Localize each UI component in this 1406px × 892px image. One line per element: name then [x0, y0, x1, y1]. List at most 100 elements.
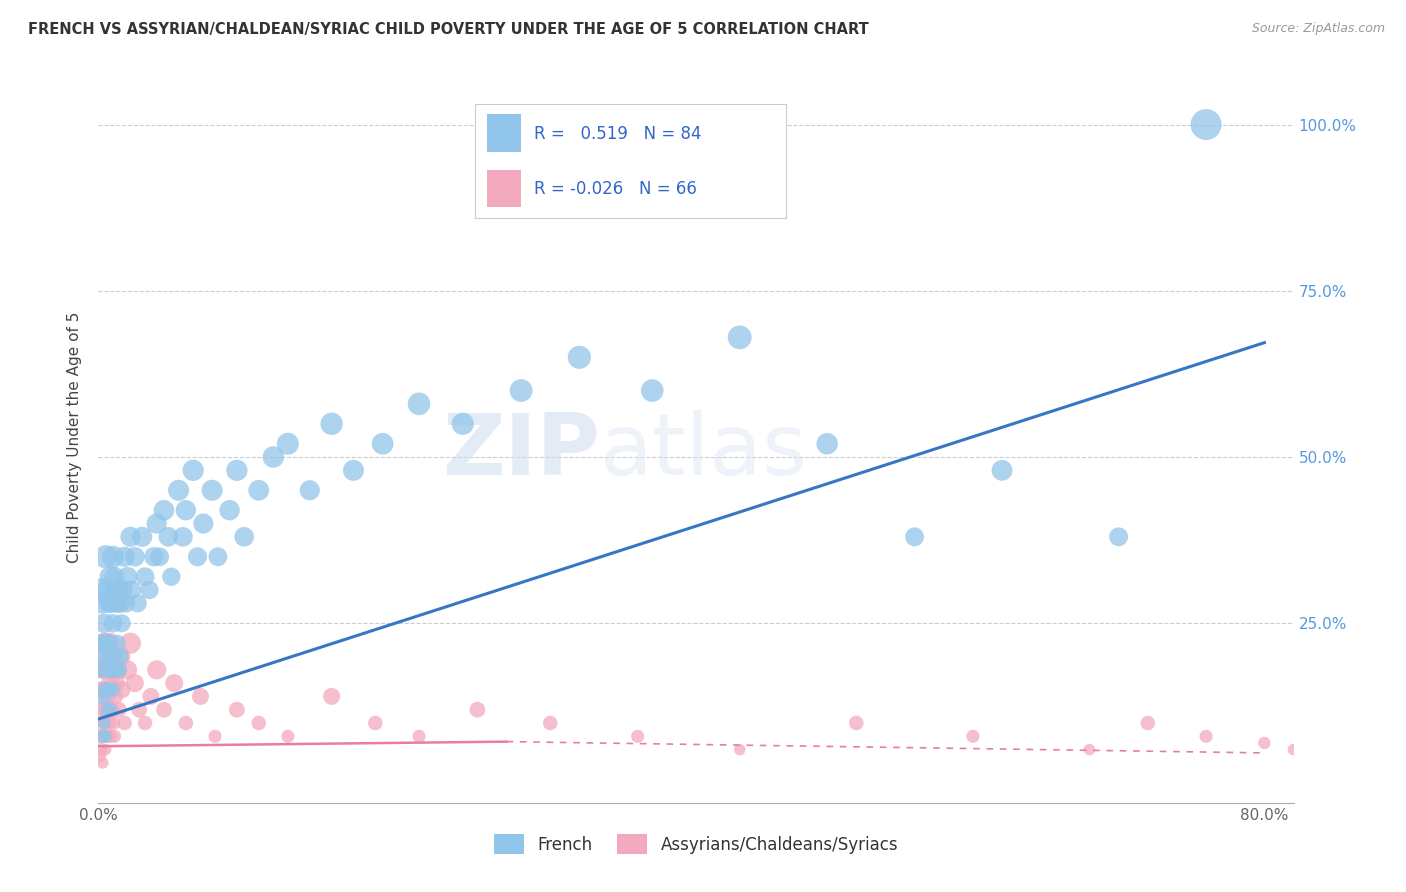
Point: [149, 549, 172, 564]
Point: [91, 582, 114, 597]
Point: [124, 676, 146, 690]
Point: [903, 530, 925, 544]
Point: [96, 663, 118, 677]
Point: [181, 463, 204, 477]
Point: [145, 516, 167, 531]
Point: [97, 682, 120, 697]
Point: [98, 636, 121, 650]
Point: [127, 596, 149, 610]
Point: [90, 682, 112, 697]
Point: [277, 729, 299, 743]
Text: ZIP: ZIP: [443, 410, 600, 493]
Point: [1312, 749, 1334, 764]
Point: [110, 649, 132, 664]
Point: [145, 663, 167, 677]
Point: [153, 503, 176, 517]
Point: [510, 384, 533, 398]
Point: [342, 463, 364, 477]
Point: [134, 716, 156, 731]
Point: [108, 663, 131, 677]
Point: [277, 436, 299, 450]
Point: [101, 616, 124, 631]
Point: [174, 503, 197, 517]
Point: [100, 596, 122, 610]
Point: [120, 636, 142, 650]
Point: [105, 636, 128, 650]
Point: [104, 676, 127, 690]
Point: [1282, 742, 1305, 756]
Point: [1078, 742, 1101, 756]
Point: [98, 703, 121, 717]
Point: [728, 330, 751, 344]
Point: [991, 463, 1014, 477]
Point: [94, 682, 117, 697]
Point: [93, 729, 115, 743]
Point: [98, 729, 121, 743]
Point: [110, 649, 132, 664]
Point: [451, 417, 474, 431]
Text: atlas: atlas: [600, 410, 808, 493]
Point: [728, 742, 751, 756]
Point: [225, 703, 247, 717]
Point: [247, 716, 270, 731]
Point: [90, 703, 112, 717]
Point: [93, 616, 115, 631]
Point: [467, 703, 489, 717]
Point: [94, 549, 117, 564]
Point: [225, 463, 247, 477]
Text: FRENCH VS ASSYRIAN/CHALDEAN/SYRIAC CHILD POVERTY UNDER THE AGE OF 5 CORRELATION : FRENCH VS ASSYRIAN/CHALDEAN/SYRIAC CHILD…: [28, 22, 869, 37]
Point: [204, 729, 226, 743]
Point: [117, 570, 139, 584]
Point: [142, 549, 165, 564]
Point: [94, 729, 117, 743]
Point: [153, 703, 176, 717]
Point: [103, 729, 125, 743]
Point: [1340, 756, 1362, 770]
Point: [90, 636, 112, 650]
Point: [105, 663, 128, 677]
Point: [101, 649, 124, 664]
Point: [201, 483, 224, 498]
Point: [103, 690, 125, 704]
Point: [117, 663, 139, 677]
Point: [91, 663, 114, 677]
Point: [93, 649, 115, 664]
Point: [193, 516, 215, 531]
Point: [100, 703, 122, 717]
Point: [845, 716, 868, 731]
Point: [97, 596, 120, 610]
Point: [121, 582, 143, 597]
Point: [174, 716, 197, 731]
Point: [131, 530, 153, 544]
Point: [111, 682, 134, 697]
Point: [1136, 716, 1159, 731]
Point: [94, 703, 117, 717]
Point: [568, 351, 591, 365]
Legend: French, Assyrians/Chaldeans/Syriacs: French, Assyrians/Chaldeans/Syriacs: [486, 828, 905, 860]
Point: [96, 703, 118, 717]
Point: [90, 742, 112, 756]
Point: [101, 682, 124, 697]
Point: [157, 530, 180, 544]
Point: [96, 729, 118, 743]
Point: [186, 549, 208, 564]
Point: [91, 649, 114, 664]
Point: [101, 549, 124, 564]
Point: [128, 703, 150, 717]
Point: [408, 729, 430, 743]
Point: [139, 690, 162, 704]
Point: [160, 570, 183, 584]
Point: [207, 549, 229, 564]
Point: [190, 690, 212, 704]
Point: [1108, 530, 1130, 544]
Point: [104, 663, 127, 677]
Point: [93, 716, 115, 731]
Point: [538, 716, 561, 731]
Point: [94, 636, 117, 650]
Point: [134, 570, 156, 584]
Point: [114, 716, 136, 731]
Point: [298, 483, 321, 498]
Point: [114, 549, 136, 564]
Point: [105, 596, 128, 610]
Point: [1195, 729, 1218, 743]
